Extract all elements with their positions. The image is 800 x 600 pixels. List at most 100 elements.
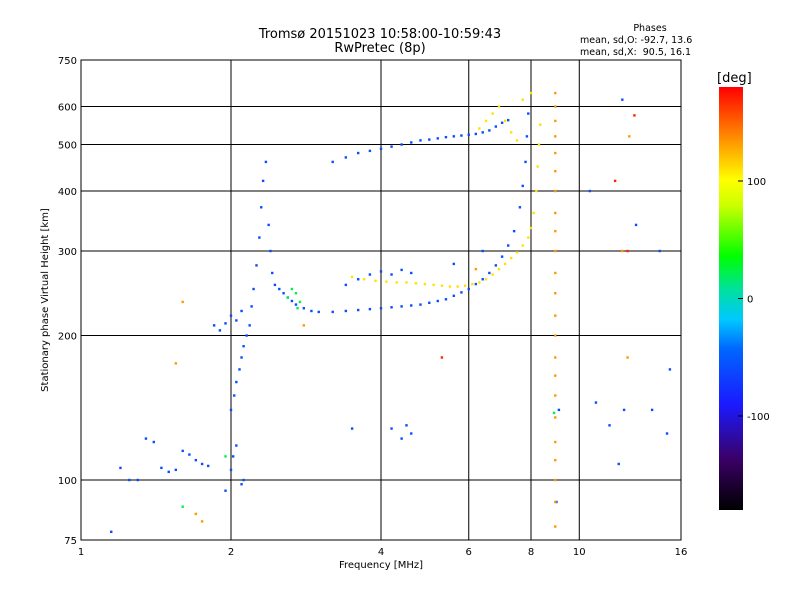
data-point [552, 411, 556, 415]
x-tick-label: 16 [675, 547, 688, 558]
data-point [410, 304, 413, 307]
data-point [212, 324, 216, 327]
data-point [481, 249, 484, 253]
data-point [248, 324, 251, 327]
data-point [233, 394, 236, 397]
y-tick-label: 300 [58, 247, 77, 258]
data-point [229, 468, 233, 472]
data-point [456, 285, 459, 288]
grid [81, 60, 681, 540]
data-point [331, 310, 334, 314]
data-point [436, 137, 439, 140]
data-point [628, 135, 631, 138]
data-point [181, 505, 184, 508]
y-axis-label: Stationary phase Virtual Height [km] [40, 208, 51, 392]
data-point [478, 281, 481, 284]
data-point [440, 356, 444, 359]
axis-ticks: 1 2 4 6 8 10 16 75 100 200 300 400 500 600 750 [58, 56, 687, 558]
data-point [200, 520, 204, 523]
data-point [110, 530, 113, 534]
data-point [588, 189, 592, 193]
y-tick-label: 750 [58, 56, 77, 67]
data-point [419, 139, 422, 142]
data-point [503, 262, 507, 266]
data-point [554, 416, 557, 419]
data-point [594, 401, 598, 404]
y-tick-label: 500 [58, 141, 77, 152]
data-point [622, 408, 626, 412]
data-point [174, 468, 178, 472]
data-point [379, 147, 383, 150]
data-point [554, 229, 557, 233]
data-point [238, 368, 241, 371]
x-tick-label: 2 [228, 547, 234, 558]
data-point [554, 211, 557, 215]
data-point [167, 470, 170, 474]
data-point [423, 282, 427, 286]
colorbar-tick-label: -100 [747, 412, 770, 423]
x-tick-label: 10 [573, 547, 586, 558]
data-point [521, 244, 524, 247]
data-point [506, 244, 510, 247]
data-point [436, 299, 439, 303]
data-point [555, 500, 558, 504]
data-point [554, 374, 557, 377]
data-point [410, 141, 413, 144]
data-point [374, 279, 377, 283]
data-point [229, 314, 233, 317]
data-point [452, 135, 456, 138]
data-point [229, 408, 233, 412]
colorbar-tick-label: 100 [747, 177, 766, 188]
data-point [500, 255, 504, 258]
data-point [218, 329, 222, 332]
y-tick-label: 600 [58, 103, 77, 114]
data-point [471, 282, 474, 286]
data-point [390, 145, 393, 148]
data-point [350, 275, 354, 279]
data-point [554, 271, 557, 275]
data-point [515, 251, 519, 254]
data-point [467, 133, 470, 136]
data-point [481, 278, 484, 281]
data-point [474, 132, 478, 136]
data-point [400, 143, 403, 146]
data-point [621, 98, 624, 101]
data-point [491, 273, 494, 276]
data-point [350, 427, 354, 430]
data-point [617, 462, 620, 466]
data-point [344, 156, 348, 159]
data-point [512, 229, 516, 233]
data-point [467, 287, 470, 291]
data-point [527, 236, 530, 239]
data-point [554, 314, 557, 317]
data-point [194, 458, 198, 462]
data-point [410, 432, 413, 435]
data-point [317, 310, 320, 314]
data-point [650, 408, 654, 412]
y-tick-label: 200 [58, 332, 77, 343]
data-point [506, 118, 510, 122]
data-point [503, 119, 507, 123]
data-point [554, 135, 557, 138]
data-point [258, 236, 261, 239]
data-point [613, 179, 617, 183]
data-point [509, 256, 513, 260]
data-point [474, 267, 478, 271]
data-point [269, 249, 272, 253]
data-point [400, 305, 403, 308]
y-tick-label: 100 [58, 476, 77, 487]
data-point [344, 309, 348, 313]
data-point [554, 151, 557, 155]
data-point [460, 134, 463, 137]
data-point [400, 437, 403, 440]
data-point [290, 287, 294, 291]
data-point [356, 278, 360, 281]
data-point [240, 356, 243, 359]
colorbar-tick-label: 0 [747, 295, 753, 306]
data-point [539, 123, 542, 126]
data-point [264, 160, 268, 164]
data-point [665, 432, 669, 435]
data-point [136, 478, 139, 482]
data-point [521, 184, 524, 188]
data-point [242, 345, 245, 348]
